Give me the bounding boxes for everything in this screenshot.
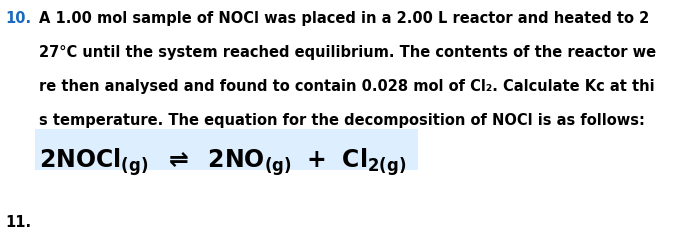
Text: 11.: 11.	[5, 215, 32, 230]
Text: 10.: 10.	[5, 11, 32, 26]
Text: $\mathbf{2NOCl_{(g)}}$  $\mathbf{\rightleftharpoons}$  $\mathbf{2NO_{(g)}}$  $\m: $\mathbf{2NOCl_{(g)}}$ $\mathbf{\rightle…	[39, 146, 407, 178]
Text: 27°C until the system reached equilibrium. The contents of the reactor we: 27°C until the system reached equilibriu…	[39, 45, 657, 60]
Text: A 1.00 mol sample of NOCl was placed in a 2.00 L reactor and heated to 2: A 1.00 mol sample of NOCl was placed in …	[39, 11, 649, 26]
Text: re then analysed and found to contain 0.028 mol of Cl₂. Calculate Kc at thi: re then analysed and found to contain 0.…	[39, 79, 655, 94]
Text: s temperature. The equation for the decomposition of NOCl is as follows:: s temperature. The equation for the deco…	[39, 113, 645, 128]
FancyBboxPatch shape	[35, 129, 418, 170]
